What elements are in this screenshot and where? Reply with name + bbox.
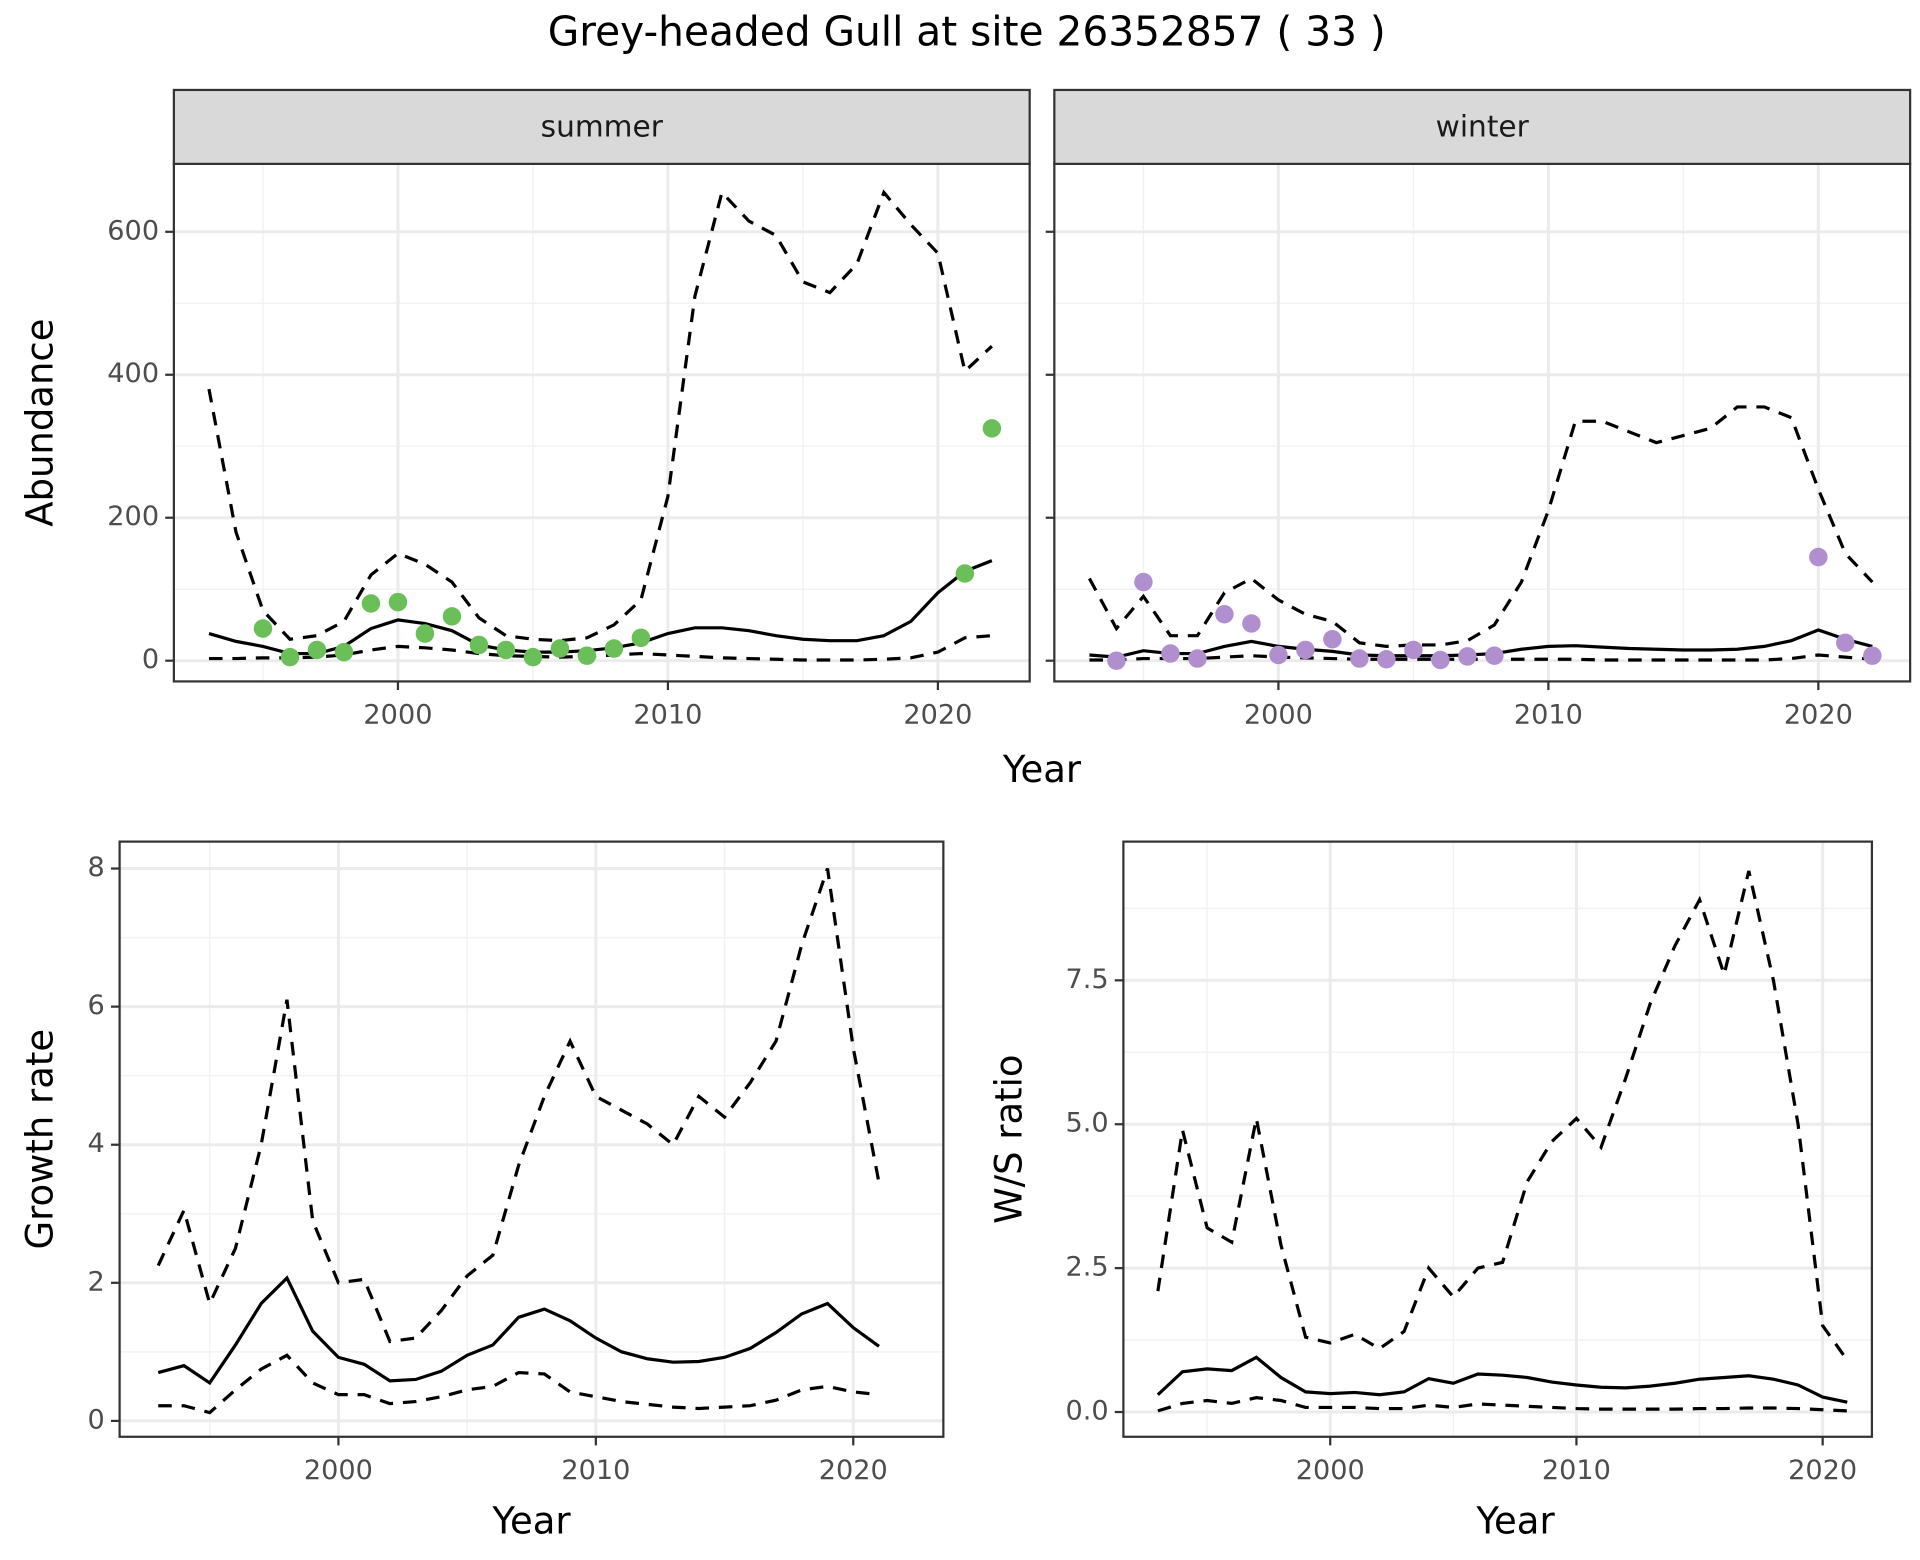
x-tick-label: 2020 [819,1455,888,1486]
data-point [1458,647,1477,666]
data-point [1134,572,1153,592]
data-point [361,594,381,613]
data-point [1485,646,1504,665]
data-point [1215,604,1234,624]
dashed-line [207,189,993,643]
x-tick-label: 2020 [1788,1455,1857,1486]
y-tick-label: 400 [107,358,159,389]
facet-label: summer [541,110,664,144]
y-tick-label: 2 [88,1266,105,1297]
y-tick-label: 0.0 [1065,1396,1108,1427]
data-point [955,564,975,583]
x-tick-label: 2020 [903,699,972,730]
figure-title: Grey-headed Gull at site 26352857 ( 33 ) [548,8,1386,56]
solid-line [1156,1355,1848,1404]
panel-background [1054,163,1911,682]
x-tick-label: 2010 [561,1455,630,1486]
x-tick-label: 2010 [633,699,702,730]
y-axis-title: W/S ratio [988,1054,1031,1223]
y-tick-label: 6 [88,990,105,1021]
y-axis-title: Abundance [18,319,61,527]
x-axis-title: Year [1475,1500,1555,1543]
data-point [307,640,327,660]
facet-strip [172,88,1031,165]
data-point [523,647,543,667]
data-point [496,640,516,660]
data-point [1323,630,1342,649]
facet-strip [1053,88,1912,165]
panel-background [119,841,944,1437]
data-point [577,646,597,665]
y-tick-label: 2.5 [1065,1252,1108,1283]
y-tick-label: 200 [107,501,159,532]
x-tick-label: 2010 [1514,699,1583,730]
y-tick-label: 4 [88,1128,105,1159]
solid-line [157,1275,880,1386]
data-point [604,639,624,658]
data-point [1242,614,1261,633]
y-tick-label: 5.0 [1065,1108,1108,1139]
data-point [982,419,1002,438]
x-tick-label: 2000 [1244,699,1313,730]
panel-border [118,840,945,1438]
data-point [1269,645,1288,665]
x-tick-label: 2000 [1296,1455,1365,1486]
panel-background [173,163,1030,682]
data-point [415,624,435,643]
data-point [388,592,408,612]
dashed-line [1156,870,1849,1362]
x-tick-label: 2020 [1784,699,1853,730]
data-point [280,647,300,667]
data-point [334,642,354,662]
data-point [1296,640,1315,660]
data-point [1404,640,1423,660]
data-point [1188,649,1207,668]
data-point [1350,649,1369,668]
data-point [469,635,489,655]
data-point [1107,651,1126,670]
data-point [1161,644,1180,663]
data-point [253,619,273,638]
data-point [1809,547,1828,567]
y-tick-label: 0 [142,644,159,675]
y-tick-label: 7.5 [1065,964,1108,995]
data-point [550,639,570,658]
x-axis-title: Year [491,1500,571,1543]
x-axis-title: Year [1002,748,1082,791]
dashed-line [1089,653,1873,662]
x-tick-label: 2000 [304,1455,373,1486]
facet-label: winter [1436,110,1530,144]
dashed-line [158,1353,880,1415]
y-tick-label: 600 [107,215,159,246]
x-tick-label: 2000 [363,699,432,730]
panel-border [1122,840,1874,1438]
y-axis-title: Growth rate [18,1029,61,1250]
data-point [442,607,462,626]
solid-line [1089,628,1873,659]
dashed-line [156,868,881,1344]
y-tick-label: 8 [88,852,105,883]
data-point [1836,633,1855,653]
data-point [1431,650,1450,670]
data-point [631,628,651,648]
panel-background [1123,841,1872,1437]
x-tick-label: 2010 [1542,1455,1611,1486]
y-tick-label: 0 [88,1404,105,1435]
data-point [1863,646,1882,665]
data-point [1377,650,1396,669]
dashed-line [1088,405,1874,648]
